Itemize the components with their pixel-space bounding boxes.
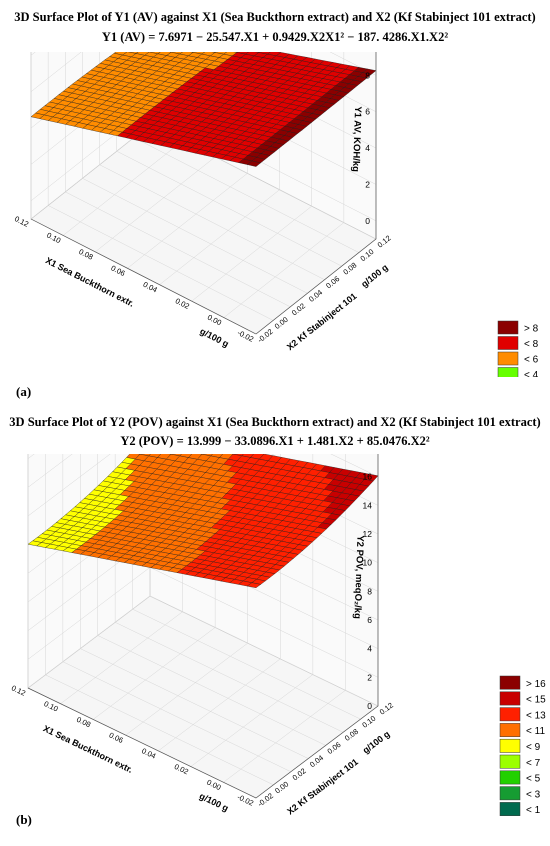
legend-swatch [499, 802, 521, 816]
z-tick-label: 2 [365, 179, 370, 189]
z-axis-label: Y1 AV, KOH/kg [350, 106, 363, 172]
z-tick-label: 4 [367, 644, 372, 654]
legend-swatch [499, 738, 521, 753]
panel-label: (b) [16, 812, 32, 827]
y-tick-label: 0.12 [378, 701, 395, 717]
surface-plot-av: 0246810Y1 AV, KOH/kg-0.020.000.020.040.0… [13, 52, 539, 377]
legend-label: < 15 [526, 695, 546, 706]
legend-swatch [497, 351, 519, 366]
legend-swatch [499, 723, 521, 737]
legend-label: < 5 [526, 774, 541, 785]
legend-label: > 8 [524, 324, 539, 335]
legend: > 16 < 15 < 13 < 11 < 9 < 7 < 5 < 3 < 1 [499, 675, 546, 816]
chart-equation: Y2 (POV) = 13.999 − 33.0896.X1 + 1.481.X… [120, 434, 430, 448]
y-axis-unit: g/100 g [361, 729, 392, 756]
x-axis-unit: g/100 g [198, 791, 230, 813]
z-tick-label: 14 [363, 500, 373, 510]
z-tick-label: 4 [365, 143, 370, 153]
legend-label: < 4 [524, 370, 539, 377]
panel-label: (a) [16, 384, 32, 399]
legend-label: < 13 [526, 710, 546, 721]
legend-label: > 16 [526, 679, 546, 690]
legend-swatch [497, 320, 519, 335]
z-tick-label: 0 [367, 701, 372, 711]
chart-equation: Y1 (AV) = 7.6971 − 25.547.X1 + 0.9429.X2… [101, 30, 449, 44]
surface-plot-pov: 024681012141618Y2 POV, meqO₂/kg-0.020.00… [10, 454, 546, 817]
surface-cell [246, 582, 262, 588]
legend: > 8< 8< 6< 4< 2< 0 [497, 320, 539, 377]
z-tick-label: 8 [367, 586, 372, 596]
x-tick-label: 0.12 [13, 214, 30, 229]
panel-a: 3D Surface Plot of Y1 (AV) against X1 (S… [0, 0, 550, 414]
chart-title: 3D Surface Plot of Y1 (AV) against X1 (S… [14, 10, 536, 24]
z-axis-label: Y2 POV, meqO₂/kg [352, 535, 366, 619]
legend-swatch [499, 786, 521, 801]
z-tick-label: 10 [363, 558, 373, 568]
legend-label: < 8 [524, 339, 539, 350]
legend-swatch [497, 367, 519, 377]
response-surface [30, 52, 377, 167]
legend-label: < 7 [526, 758, 541, 769]
z-tick-label: 8 [365, 70, 370, 80]
z-tick-label: 16 [363, 472, 373, 482]
z-tick-label: 6 [367, 615, 372, 625]
y-axis-unit: g/100 g [359, 262, 390, 289]
legend-swatch [499, 754, 521, 769]
legend-swatch [499, 707, 521, 722]
y-tick-label: 0.12 [376, 233, 393, 249]
chart-title: 3D Surface Plot of Y2 (POV) against X1 (… [9, 415, 541, 429]
response-surface [27, 454, 379, 588]
legend-swatch [499, 675, 521, 690]
x-axis-unit: g/100 g [198, 326, 230, 349]
legend-label: < 6 [524, 355, 539, 366]
z-tick-label: 12 [363, 529, 373, 539]
legend-label: < 9 [526, 742, 541, 753]
z-tick-label: 0 [365, 216, 370, 226]
surface-cell [246, 160, 261, 167]
z-tick-label: 6 [365, 107, 370, 117]
x-tick-label: 0.12 [10, 683, 27, 697]
legend-swatch [497, 336, 519, 350]
legend-swatch [499, 691, 521, 706]
legend-label: < 3 [526, 789, 541, 800]
panel-b: 3D Surface Plot of Y2 (POV) against X1 (… [0, 414, 550, 846]
legend-label: < 1 [526, 805, 541, 816]
legend-label: < 11 [526, 726, 545, 737]
z-tick-label: 2 [367, 672, 372, 682]
legend-swatch [499, 770, 521, 785]
